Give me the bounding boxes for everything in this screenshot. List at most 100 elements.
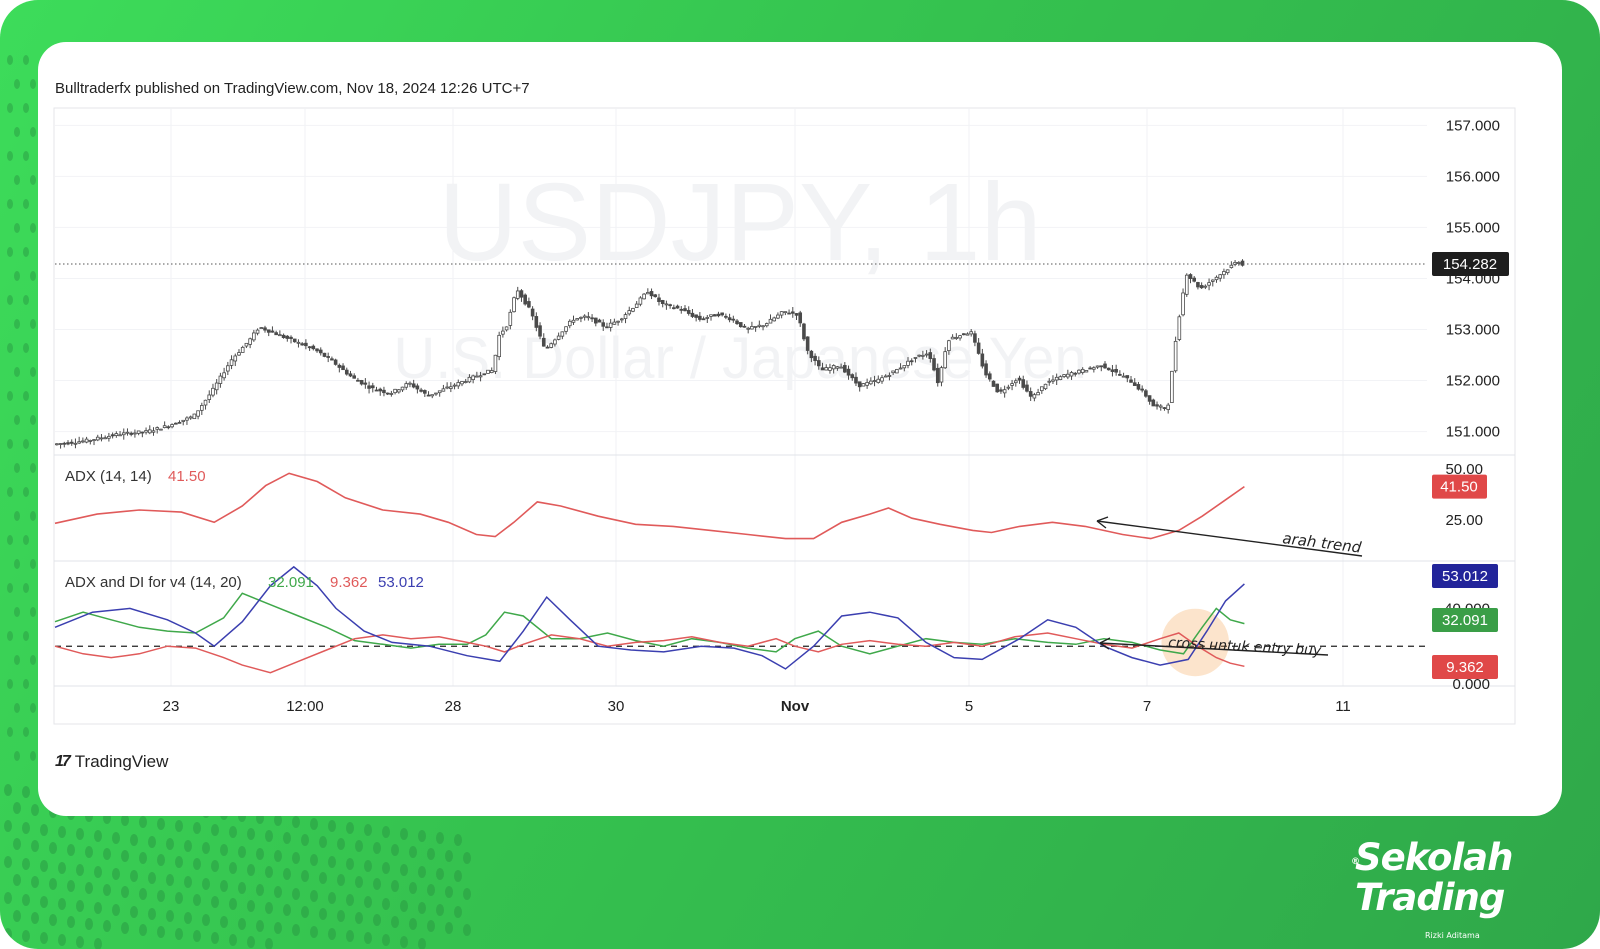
crossover-highlight	[1161, 608, 1229, 677]
candle	[411, 379, 416, 389]
candle-body	[121, 432, 126, 436]
candle	[289, 335, 293, 344]
candle	[359, 379, 364, 386]
candle-body	[226, 365, 230, 372]
candle	[579, 316, 583, 323]
candle	[99, 434, 104, 442]
candle	[1002, 385, 1007, 398]
candle	[549, 342, 553, 349]
candle-body	[1084, 370, 1089, 373]
candle	[947, 339, 951, 355]
candle-body	[776, 314, 780, 319]
dot	[247, 864, 255, 876]
candle	[177, 420, 182, 424]
dot	[220, 844, 228, 856]
candle	[114, 431, 119, 438]
candle-body	[196, 410, 200, 417]
candle-body	[579, 316, 583, 319]
dot	[14, 127, 20, 137]
candle	[400, 386, 405, 392]
candle	[1218, 273, 1223, 282]
candle	[103, 435, 107, 440]
tradingview-logo[interactable]: 17 TradingView	[55, 752, 168, 772]
candle-body	[330, 358, 334, 361]
candle-body	[1218, 274, 1223, 279]
candle	[452, 383, 457, 390]
candle	[315, 348, 319, 353]
candle-body	[478, 375, 483, 378]
candle-body	[545, 346, 550, 349]
dot	[346, 894, 354, 906]
dot	[175, 856, 183, 868]
dot	[454, 834, 462, 846]
candle-body	[1066, 373, 1070, 378]
candle	[270, 326, 275, 333]
candle-body	[909, 360, 914, 363]
dot	[30, 415, 36, 425]
candle	[1084, 370, 1089, 373]
candle-body	[1032, 394, 1037, 399]
candle	[144, 427, 148, 435]
candle	[1144, 389, 1148, 398]
dot	[4, 784, 12, 796]
dot	[166, 838, 174, 850]
candle-body	[627, 310, 632, 315]
candle	[211, 383, 215, 398]
candle	[125, 428, 130, 436]
dot	[346, 930, 354, 942]
candle	[367, 381, 371, 394]
candle-body	[155, 427, 160, 430]
candle-body	[653, 294, 658, 298]
candle-body	[278, 334, 282, 337]
candle	[426, 391, 431, 397]
dot	[157, 818, 165, 830]
dot	[328, 928, 336, 940]
candle	[1066, 369, 1070, 380]
candle-body	[902, 365, 907, 369]
candle-body	[382, 389, 386, 394]
candle	[534, 312, 539, 332]
tradingview-logo-text: TradingView	[74, 752, 169, 771]
candle	[1010, 379, 1014, 391]
dot	[31, 912, 39, 924]
candle-body	[370, 385, 375, 389]
dot	[211, 860, 219, 872]
di-series-line-1	[54, 592, 1245, 655]
candle	[553, 338, 557, 347]
candle	[1125, 375, 1130, 383]
candle	[460, 380, 464, 387]
candle	[716, 311, 721, 318]
brand-line-2: Trading	[1355, 876, 1505, 919]
candle-body	[757, 324, 762, 327]
time-axis-label: 28	[445, 698, 462, 715]
dot	[49, 878, 57, 890]
candle-body	[1188, 274, 1193, 279]
candle-body	[883, 375, 888, 378]
candle	[750, 321, 754, 330]
dot	[373, 878, 381, 890]
candle	[1106, 367, 1111, 371]
price-axis-label: 156.000	[1446, 168, 1500, 185]
dot	[121, 922, 129, 934]
dot	[23, 727, 29, 737]
dot	[301, 906, 309, 918]
candle	[567, 319, 572, 329]
time-axis-label: 23	[163, 698, 180, 715]
dot	[364, 896, 372, 908]
candle-body	[263, 327, 267, 331]
candle-body	[1207, 282, 1211, 286]
candle	[1240, 259, 1245, 267]
candle	[738, 322, 743, 328]
candle	[1103, 361, 1107, 369]
candle-body	[1151, 399, 1156, 407]
candle-body	[460, 381, 464, 385]
candle-body	[969, 331, 973, 335]
adx-value-tag	[1432, 474, 1487, 499]
candle-body	[950, 336, 955, 340]
candle	[906, 357, 910, 369]
dot	[7, 247, 13, 257]
candle	[419, 387, 423, 393]
dot	[58, 934, 66, 946]
adx-line	[54, 472, 1245, 540]
